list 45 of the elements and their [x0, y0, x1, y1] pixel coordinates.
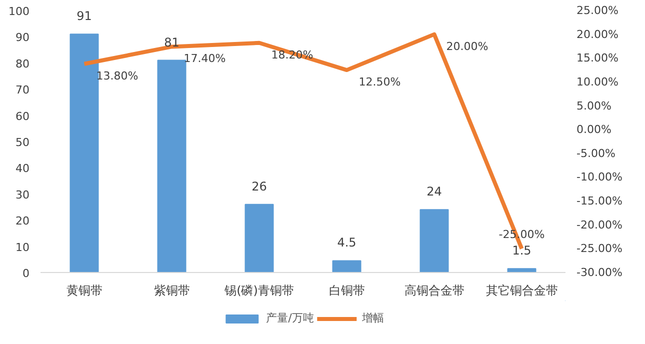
data-label: 17.40% — [184, 52, 226, 66]
data-label: 91 — [76, 9, 92, 24]
y2-tick-label: -30.00% — [576, 266, 622, 279]
data-label: 26 — [252, 179, 267, 194]
x-tick-label: 其它铜合金带 — [486, 284, 558, 298]
bar — [157, 60, 186, 272]
legend-label: 增幅 — [362, 310, 384, 326]
data-label: 20.00% — [446, 40, 488, 53]
legend-label: 产量/万吨 — [266, 310, 314, 326]
bar — [507, 268, 536, 272]
data-label: 4.5 — [337, 236, 356, 250]
data-label: 12.50% — [358, 76, 401, 89]
y2-tick-label: 0.00% — [576, 123, 612, 136]
y-tick-label: 40 — [16, 162, 30, 176]
y2-tick-label: -20.00% — [576, 218, 622, 232]
y2-tick-label: 10.00% — [576, 75, 618, 88]
y-tick-label: 0 — [22, 267, 30, 280]
bar — [420, 209, 449, 272]
y2-tick-label: 15.00% — [576, 52, 618, 65]
y2-tick-label: -15.00% — [576, 194, 622, 208]
x-tick-label: 黄铜带 — [66, 284, 102, 298]
x-tick-label: 紫铜带 — [154, 284, 190, 298]
bar — [244, 204, 274, 272]
y2-tick-label: 25.00% — [576, 4, 618, 17]
y-tick-label: 90 — [16, 31, 30, 44]
y-tick-label: 80 — [16, 57, 30, 70]
y-tick-label: 20 — [16, 214, 30, 228]
y2-tick-label: 5.00% — [576, 99, 612, 112]
data-label: 1.5 — [512, 244, 532, 258]
y-tick-label: 10 — [16, 240, 30, 254]
y2-tick-label: -10.00% — [576, 170, 622, 184]
y-tick-label: 50 — [16, 136, 30, 149]
x-tick-label: 白铜带 — [328, 284, 365, 298]
y-tick-label: 70 — [16, 84, 30, 97]
y-tick-label: 100 — [8, 5, 30, 18]
y2-tick-label: -5.00% — [576, 146, 616, 160]
bar — [332, 260, 362, 272]
y-tick-label: 30 — [16, 188, 30, 202]
x-tick-label: 高铜合金带 — [404, 284, 464, 298]
y2-tick-label: -25.00% — [576, 242, 622, 256]
data-label: 24 — [426, 184, 442, 199]
bar — [70, 34, 99, 272]
x-tick-label: 锡(磷)青铜带 — [224, 284, 294, 298]
y2-tick-label: 20.00% — [576, 28, 618, 41]
y-tick-label: 60 — [16, 110, 30, 123]
